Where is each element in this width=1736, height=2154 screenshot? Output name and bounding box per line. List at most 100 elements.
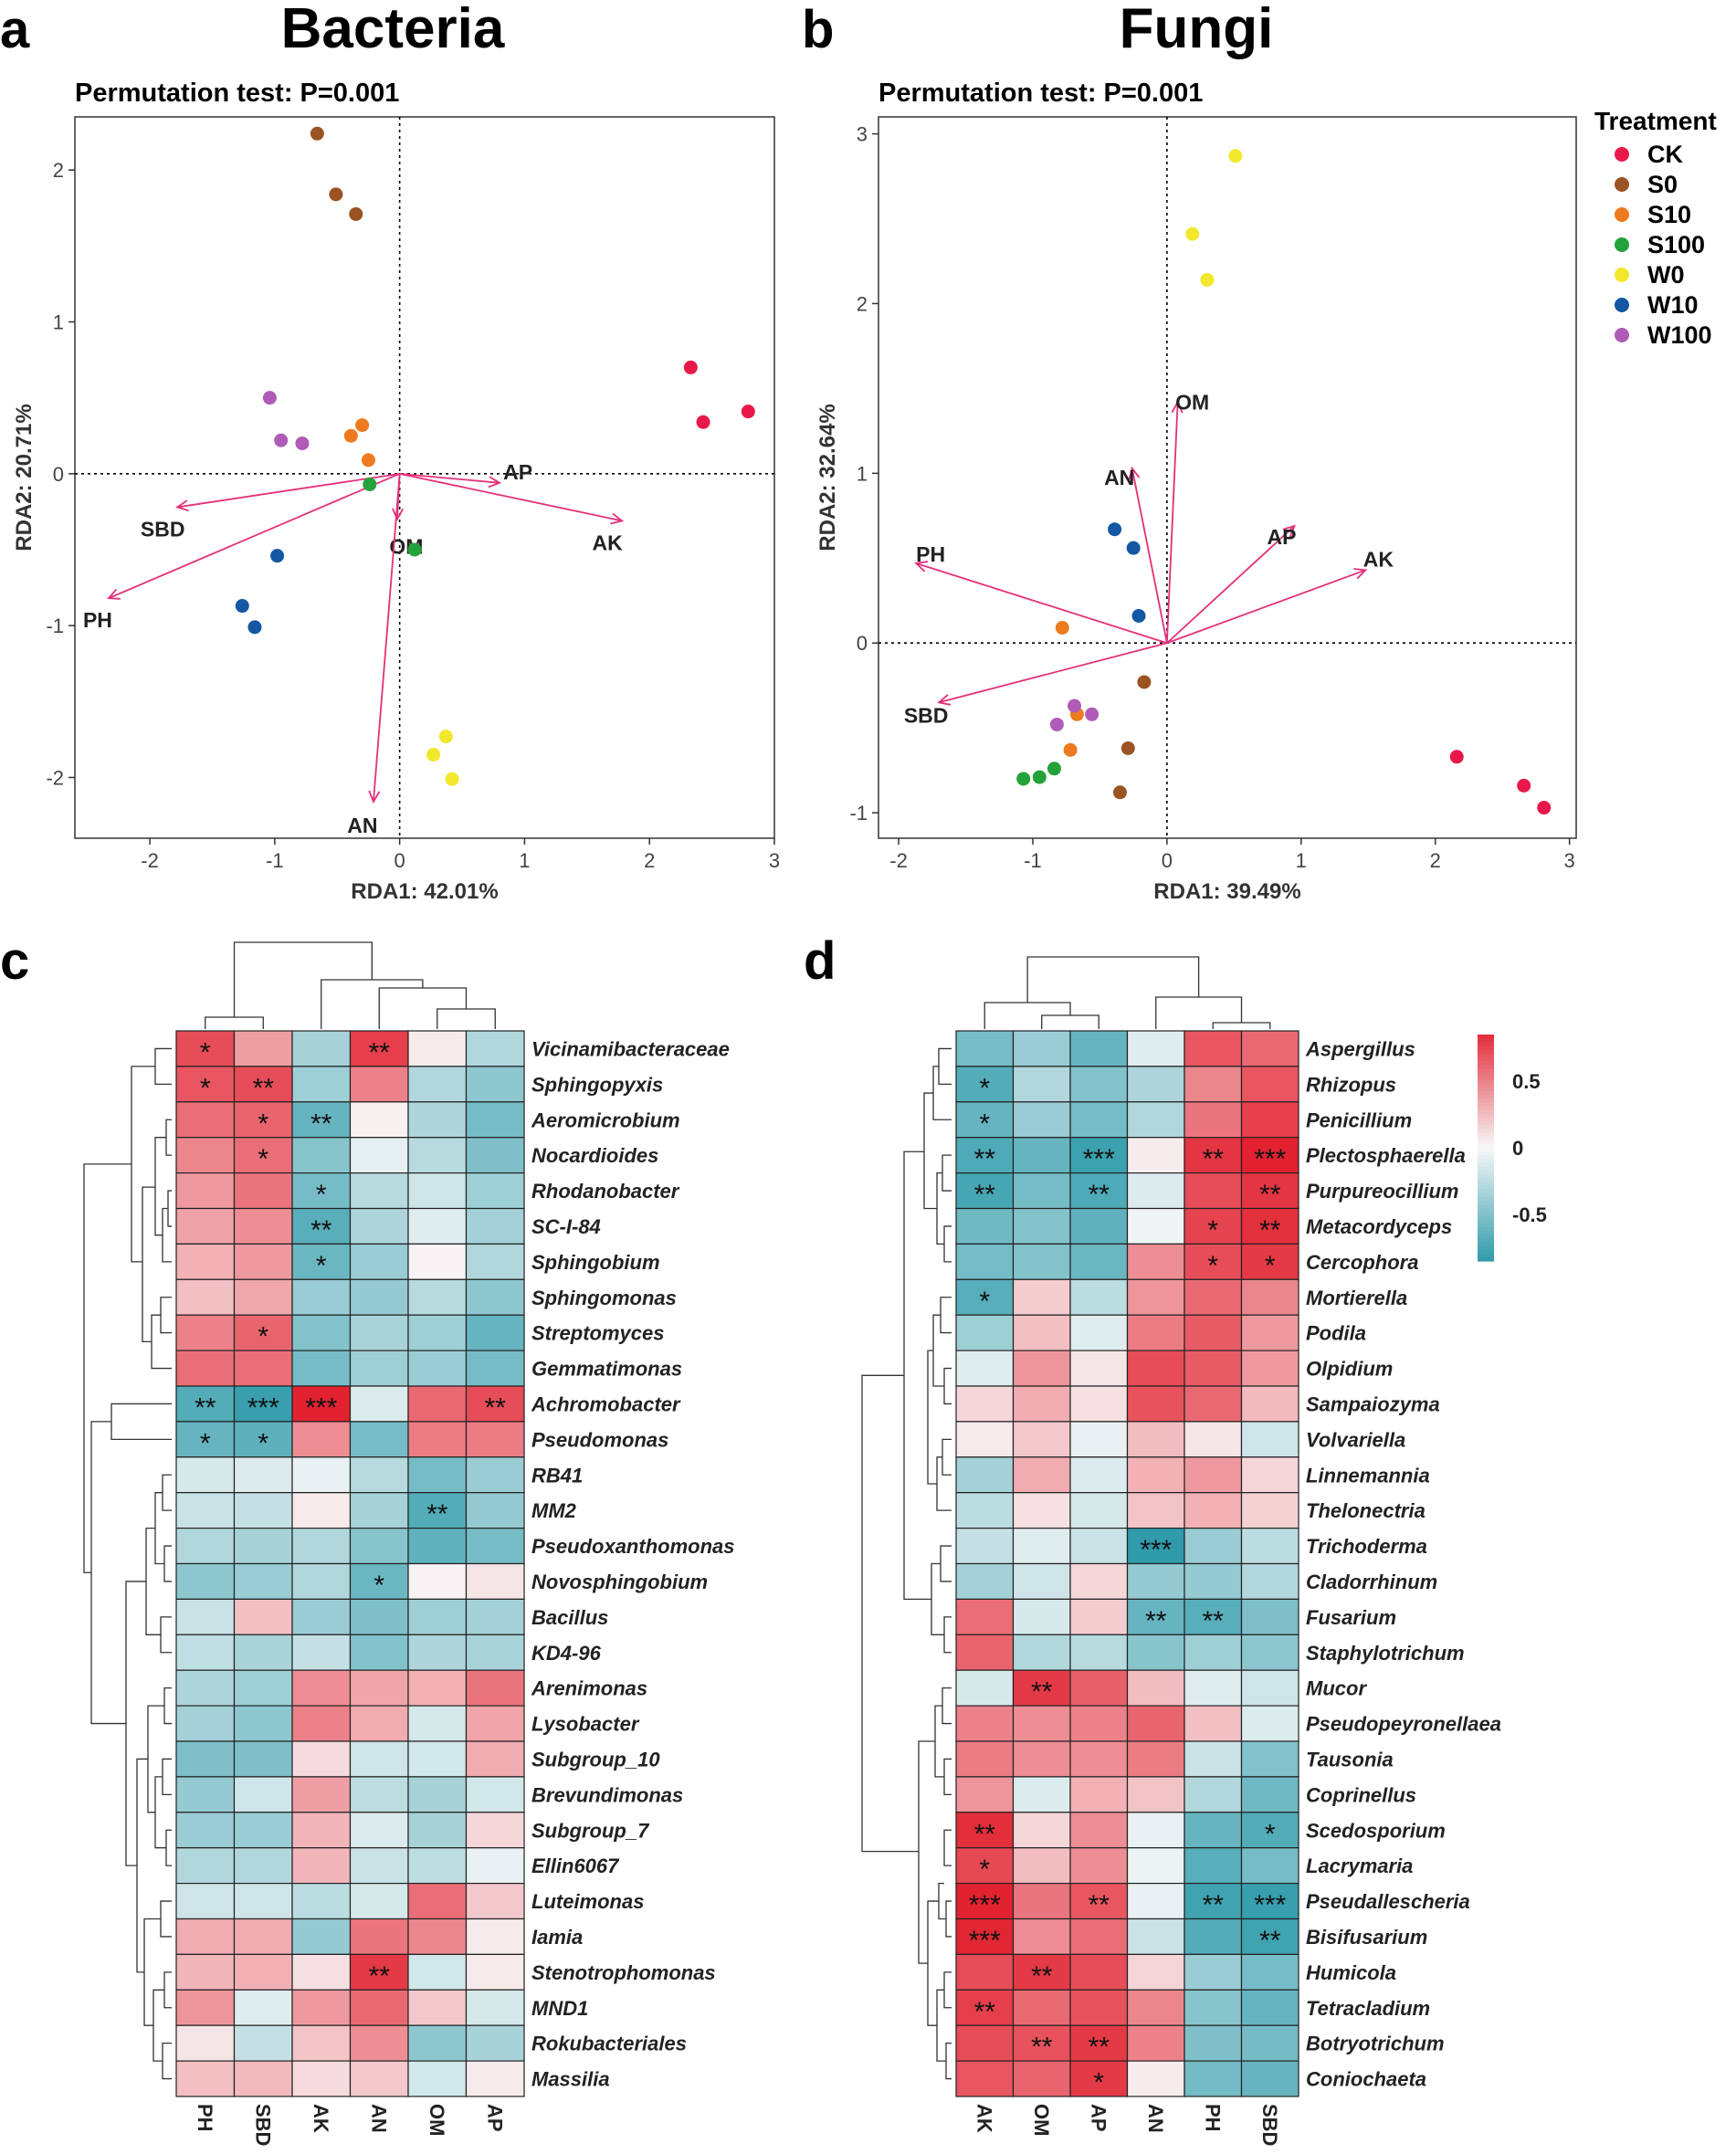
- point-w10: [235, 599, 249, 614]
- heat-cell: [465, 1527, 525, 1565]
- row-label: Mucor: [1306, 1677, 1367, 1700]
- heat-cell: [955, 1030, 1015, 1067]
- row-label: MND1: [531, 1997, 588, 2020]
- legend-swatch-s0: [1615, 177, 1629, 192]
- row-label: Rokubacteriales: [531, 2033, 687, 2055]
- significance-stars: **: [369, 1037, 391, 1067]
- row-label: Botryotrichum: [1306, 2033, 1445, 2055]
- heat-cell: [955, 1492, 1015, 1529]
- y-tick-label: 2: [857, 292, 868, 315]
- colorbar-segment: [1478, 1076, 1494, 1081]
- heat-cell: [291, 1634, 352, 1671]
- significance-stars: **: [974, 1180, 996, 1210]
- heat-cell: [465, 1172, 525, 1210]
- heat-cell: [1184, 1456, 1243, 1494]
- heat-cell: [1069, 1278, 1129, 1316]
- row-label: Brevundimonas: [531, 1783, 683, 1806]
- heat-cell: [1240, 2024, 1299, 2062]
- heat-cell: [1012, 1066, 1071, 1103]
- heat-cell: [233, 1456, 293, 1494]
- significance-stars: *: [979, 1073, 990, 1103]
- panel-title-bacteria: Bacteria: [281, 0, 505, 60]
- heat-cell: [465, 1314, 525, 1351]
- colorbar-segment: [1478, 1129, 1494, 1134]
- x-tick-label: -1: [1024, 849, 1042, 872]
- heat-cell: [465, 1456, 525, 1494]
- heat-cell: [233, 1172, 293, 1210]
- heat-cell: [407, 2024, 468, 2062]
- arrow-ap: [1166, 525, 1296, 644]
- heat-cell: [291, 1598, 352, 1635]
- point-s100: [1047, 762, 1061, 776]
- significance-stars: **: [1089, 1180, 1110, 1210]
- heat-cell: [407, 1385, 468, 1423]
- heat-cell: [465, 1669, 525, 1707]
- heat-cell: [1240, 1243, 1299, 1280]
- heat-cell: [1240, 1989, 1299, 2026]
- heat-cell: [1240, 1669, 1299, 1707]
- heat-cell: [291, 1953, 352, 1991]
- heat-cell: [1126, 1634, 1185, 1671]
- heat-cell: [1184, 1598, 1243, 1635]
- heat-cell: [291, 1101, 352, 1139]
- significance-stars: *: [258, 1109, 268, 1139]
- significance-stars: **: [310, 1109, 332, 1139]
- legend-swatch-w100: [1615, 328, 1629, 342]
- heat-cell: [349, 1421, 409, 1458]
- significance-stars: *: [258, 1428, 268, 1458]
- significance-stars: *: [316, 1180, 327, 1210]
- heat-cell: [291, 1776, 352, 1813]
- point-w0: [426, 748, 441, 762]
- heat-cell: [1184, 1669, 1243, 1707]
- heat-cell: [465, 1918, 525, 1956]
- heat-cell: [291, 1847, 352, 1885]
- arrow-head-ak: [610, 512, 625, 525]
- heat-cell: [1126, 1883, 1185, 1920]
- legend-label-w100: W100: [1647, 321, 1712, 349]
- heat-cell: [175, 1243, 236, 1280]
- dendrogram-branch: [154, 1047, 172, 1085]
- colorbar-segment: [1478, 1189, 1494, 1194]
- x-tick-label: -1: [266, 849, 284, 872]
- heat-cell: [1126, 1137, 1185, 1174]
- colorbar-segment: [1478, 1253, 1494, 1258]
- heat-cell: [291, 1030, 352, 1067]
- y-tick-label: 1: [53, 311, 64, 334]
- significance-stars: **: [974, 1819, 996, 1849]
- heat-cell: [1069, 1314, 1129, 1351]
- heat-cell: [407, 1598, 468, 1635]
- dendrogram-branch: [938, 1047, 952, 1085]
- heat-cell: [233, 1562, 293, 1601]
- heat-cell: [465, 1883, 525, 1920]
- panel-subtitle-b: Permutation test: P=0.001: [879, 79, 1203, 108]
- point-s0: [310, 126, 324, 141]
- significance-stars: **: [485, 1392, 507, 1423]
- heat-cell: [407, 1243, 468, 1280]
- heat-cell: [1184, 1314, 1243, 1351]
- dendrogram-branch: [931, 1562, 944, 1635]
- heat-cell: [233, 1669, 293, 1707]
- heat-cell: [349, 2060, 409, 2097]
- dendrogram-branch: [942, 1687, 952, 1725]
- significance-stars: *: [1093, 2068, 1104, 2098]
- heat-cell: [291, 1385, 352, 1423]
- heat-cell: [1069, 1634, 1129, 1671]
- colorbar-segment: [1478, 1125, 1494, 1130]
- heat-cell: [349, 1634, 409, 1671]
- colorbar-segment: [1478, 1173, 1494, 1179]
- dendrogram-branch: [143, 1918, 161, 2026]
- significance-stars: *: [200, 1037, 211, 1067]
- heat-cell: [465, 1953, 525, 1991]
- point-w0: [438, 730, 453, 744]
- point-w0: [1200, 272, 1215, 287]
- heat-cell: [349, 1740, 409, 1778]
- colorbar-segment: [1478, 1238, 1494, 1243]
- heat-cell: [1126, 1705, 1185, 1742]
- dendrogram-branch: [321, 979, 424, 1029]
- colorbar-segment: [1478, 1178, 1494, 1182]
- dendrogram-branch: [938, 1882, 946, 1920]
- arrow-label-ak: AK: [1363, 547, 1394, 571]
- row-label: Pseudomonas: [531, 1428, 668, 1451]
- colorbar-segment: [1478, 1182, 1494, 1186]
- heat-cell: [1012, 1598, 1071, 1635]
